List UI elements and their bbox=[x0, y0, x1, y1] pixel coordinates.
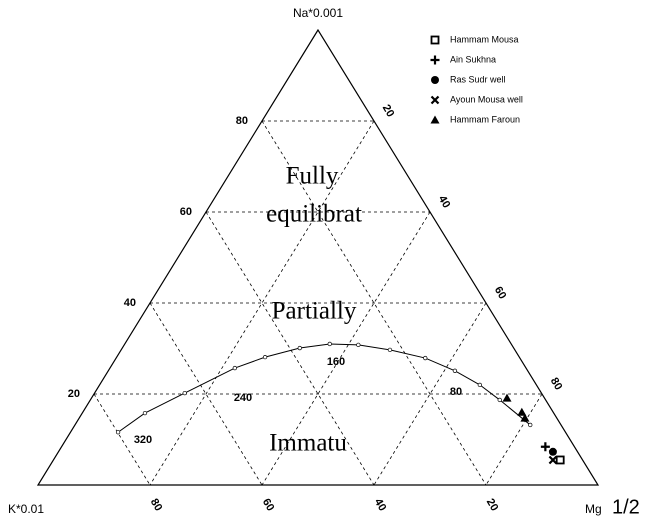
marker-shape bbox=[540, 442, 550, 452]
marker bbox=[540, 442, 550, 452]
curve-point bbox=[497, 397, 502, 403]
marker-shape bbox=[502, 393, 512, 402]
region-label: Partially bbox=[272, 298, 357, 325]
curve-point bbox=[356, 342, 361, 348]
marker-shape bbox=[548, 455, 558, 465]
marker bbox=[520, 413, 530, 422]
legend-label: Ain Sukhna bbox=[450, 54, 496, 64]
region-label: Immatu bbox=[269, 430, 347, 457]
legend-label: Ayoun Mousa well bbox=[450, 94, 523, 104]
mg-tick-label: 80 bbox=[548, 376, 565, 393]
marker bbox=[430, 115, 440, 124]
corner-label: Mg bbox=[585, 502, 602, 516]
triangle-frame bbox=[36, 28, 600, 486]
grid-line bbox=[261, 120, 487, 486]
marker-shape bbox=[520, 413, 530, 422]
corner-label: K*0.01 bbox=[8, 502, 44, 516]
na-tick-label: 60 bbox=[180, 206, 192, 218]
marker-shape bbox=[517, 407, 527, 416]
curve-point bbox=[528, 422, 533, 428]
curve-point bbox=[327, 341, 332, 347]
temperature-label: 80 bbox=[450, 386, 462, 398]
marker-shape bbox=[430, 115, 440, 124]
curve-point bbox=[232, 365, 237, 371]
marker-shape bbox=[431, 76, 439, 84]
na-tick-label: 20 bbox=[68, 388, 80, 400]
curve-point bbox=[142, 410, 148, 416]
marker bbox=[548, 455, 558, 465]
curve-point bbox=[423, 355, 428, 361]
temperature-label: 240 bbox=[234, 392, 252, 404]
marker-shape bbox=[430, 95, 440, 105]
mg-tick-label: 20 bbox=[380, 103, 397, 120]
curve-point bbox=[297, 345, 302, 351]
mg-tick-label: 60 bbox=[492, 285, 509, 302]
marker bbox=[430, 55, 440, 65]
curve-point bbox=[115, 430, 121, 435]
corner-label-exponent: 1/2 bbox=[612, 496, 640, 518]
k-tick-label: 80 bbox=[148, 497, 165, 514]
curve-point bbox=[387, 347, 393, 353]
marker bbox=[502, 393, 512, 402]
marker bbox=[555, 455, 565, 465]
corner-label: Na*0.001 bbox=[293, 6, 343, 20]
marker bbox=[548, 447, 557, 456]
marker bbox=[431, 76, 439, 84]
curve-point bbox=[452, 368, 458, 373]
curve-point bbox=[262, 354, 268, 360]
marker-shape bbox=[555, 455, 565, 465]
grid-line bbox=[485, 393, 543, 486]
marker bbox=[430, 95, 440, 105]
mg-tick-label: 40 bbox=[436, 194, 453, 211]
na-tick-label: 80 bbox=[236, 115, 248, 127]
equilibrium-curve bbox=[117, 343, 531, 433]
marker bbox=[517, 407, 527, 416]
region-label: Fully bbox=[286, 163, 339, 190]
temperature-label: 320 bbox=[134, 434, 152, 446]
curve-point bbox=[477, 382, 482, 388]
legend-label: Hammam Mousa bbox=[450, 34, 519, 44]
region-label: equilibrat bbox=[266, 201, 362, 228]
legend-label: Ras Sudr well bbox=[450, 74, 506, 84]
k-tick-label: 40 bbox=[372, 497, 389, 514]
curve-point bbox=[182, 390, 187, 396]
temperature-label: 160 bbox=[327, 356, 345, 368]
marker bbox=[430, 35, 440, 45]
k-tick-label: 60 bbox=[260, 497, 277, 514]
marker-shape bbox=[430, 55, 440, 65]
grid-line bbox=[149, 120, 375, 486]
marker-shape bbox=[430, 35, 440, 45]
marker-shape bbox=[548, 447, 557, 456]
k-tick-label: 20 bbox=[484, 497, 501, 514]
na-tick-label: 40 bbox=[124, 297, 136, 309]
legend-label: Hammam Faroun bbox=[450, 114, 520, 124]
